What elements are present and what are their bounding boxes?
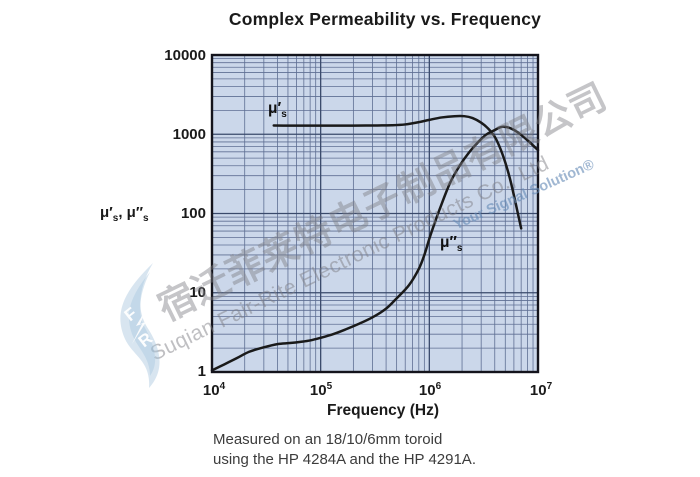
chart-title: Complex Permeability vs. Frequency [228, 9, 542, 29]
measurement-caption: Measured on an 18/10/6mm toroid using th… [213, 430, 476, 470]
caption-line-1: Measured on an 18/10/6mm toroid [213, 431, 443, 448]
y-tick-10: 10 [189, 284, 206, 301]
y-tick-100: 100 [180, 205, 206, 222]
x-axis-title: Frequency (Hz) [327, 402, 439, 419]
y-tick-1: 1 [197, 363, 206, 380]
logo-letter-f: F [121, 304, 141, 325]
x-tick-1e6: 106 [418, 381, 442, 399]
mu-prime-curve-label: μ′s [268, 100, 287, 121]
x-tick-1e4: 104 [202, 381, 226, 399]
caption-line-2: using the HP 4284A and the HP 4291A. [213, 451, 476, 468]
y-axis-title: μ′s, μ″s [100, 204, 149, 224]
mu-double-prime-curve-label: μ″s [440, 234, 463, 255]
plot-frame [210, 53, 540, 374]
curve-mu-double-prime [210, 125, 540, 372]
x-tick-1e5: 105 [309, 381, 333, 399]
y-tick-1000: 1000 [172, 126, 206, 143]
logo-slash-icon [132, 306, 148, 344]
y-tick-10000: 10000 [164, 47, 206, 64]
x-tick-1e7: 107 [529, 381, 553, 399]
permeability-plot [210, 53, 540, 374]
logo-letter-r: R [135, 329, 156, 352]
curve-mu-prime [272, 114, 523, 230]
